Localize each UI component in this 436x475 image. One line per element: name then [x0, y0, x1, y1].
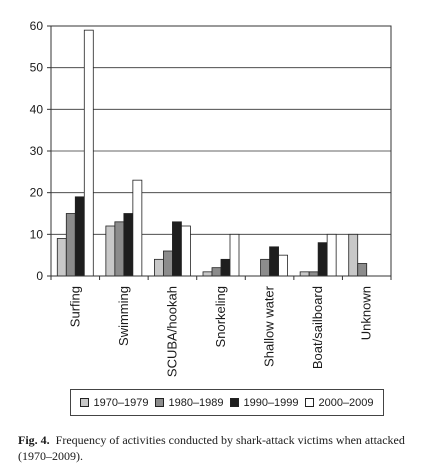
y-tick-label: 30 [30, 144, 44, 158]
axes [47, 25, 392, 280]
y-tick-label: 10 [30, 227, 44, 241]
bar-swimming-0 [105, 225, 116, 277]
x-tick-label: Shallow water [262, 285, 277, 367]
bars [56, 29, 368, 277]
bar-scuba-hookah-3 [181, 225, 191, 277]
x-tick-label: Boat/sailboard [310, 286, 325, 369]
bar-shallow-water-1 [260, 258, 270, 277]
bar-unknown-1 [357, 263, 368, 277]
legend-label: 2000–2009 [318, 396, 374, 409]
bar-snorkeling-0 [202, 271, 213, 277]
gridlines [51, 25, 391, 235]
bar-snorkeling-2 [220, 258, 231, 277]
bar-surfing-2 [74, 196, 85, 277]
caption-text: Frequency of activities conducted by sha… [18, 433, 405, 463]
y-tick-labels: 0 10 20 30 40 50 60 [30, 19, 44, 283]
x-tick-labels: Surfing Swimming SCUBA/hookah Snorkeling Sha… [67, 285, 373, 377]
y-tick-label: 40 [30, 102, 44, 116]
x-tick-label: Snorkeling [213, 286, 228, 347]
bar-scuba-hookah-1 [163, 250, 173, 277]
legend: 1970–1979 1980–1989 1990–1999 2000–2009 [70, 389, 384, 416]
x-tick-label: Swimming [116, 286, 131, 346]
x-tick-label: Surfing [67, 286, 82, 327]
bar-surfing-1 [65, 213, 76, 277]
bar-swimming-2 [123, 213, 134, 277]
y-tick-label: 0 [36, 269, 43, 283]
y-tick-label: 20 [30, 186, 44, 200]
bar-boat-sailboard-3 [326, 233, 337, 277]
legend-item-1970-1979: 1970–1979 [80, 396, 149, 409]
legend-label: 1970–1979 [93, 396, 149, 409]
bar-shallow-water-3 [278, 254, 288, 277]
plot-frame [50, 25, 392, 277]
bar-boat-sailboard-2 [317, 242, 328, 277]
legend-label: 1990–1999 [243, 396, 299, 409]
bar-boat-sailboard-1 [308, 271, 319, 277]
bar-shallow-water-2 [269, 246, 279, 277]
bar-surfing-3 [83, 29, 94, 277]
x-tick-label: SCUBA/hookah [164, 286, 179, 377]
y-tick-label: 60 [30, 19, 44, 33]
legend-swatch [305, 398, 315, 407]
bar-swimming-3 [132, 179, 143, 277]
bar-boat-sailboard-0 [299, 271, 310, 277]
bar-surfing-0 [56, 238, 67, 277]
legend-swatch [230, 398, 240, 407]
legend-item-2000-2009: 2000–2009 [305, 396, 374, 409]
bar-swimming-1 [114, 221, 125, 277]
x-tick-label: Unknown [359, 286, 374, 340]
bar-scuba-hookah-0 [154, 258, 164, 277]
bar-chart: 0 10 20 30 40 50 60 Surfing Swimming SCUBA/hooka… [30, 19, 392, 377]
bar-snorkeling-1 [211, 267, 222, 277]
legend-item-1980-1989: 1980–1989 [155, 396, 224, 409]
bar-unknown-0 [348, 233, 359, 277]
legend-label: 1980–1989 [168, 396, 224, 409]
legend-swatch [80, 398, 90, 407]
legend-swatch [155, 398, 165, 407]
y-tick-label: 50 [30, 61, 44, 75]
bar-scuba-hookah-2 [172, 221, 182, 277]
figure-caption: Fig. 4. Frequency of activities conducted… [18, 432, 424, 464]
legend-item-1990-1999: 1990–1999 [230, 396, 299, 409]
caption-lead: Fig. 4. [18, 433, 50, 447]
bar-snorkeling-3 [229, 233, 240, 277]
